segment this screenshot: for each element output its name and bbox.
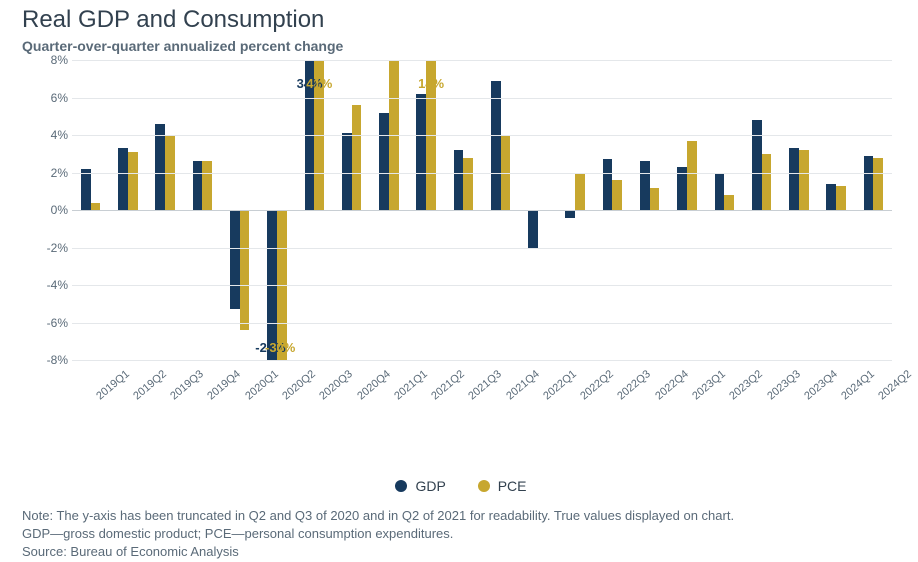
x-axis: 2019Q12019Q22019Q32019Q42020Q12020Q22020…	[72, 362, 892, 410]
gridline	[72, 285, 892, 286]
bar	[416, 94, 426, 210]
bar	[454, 150, 464, 210]
x-tick-label: 2021Q1	[392, 368, 430, 402]
overflow-annotation: 41%	[306, 76, 332, 91]
x-tick-label: 2020Q2	[280, 368, 318, 402]
note-line-3: Source: Bureau of Economic Analysis	[22, 543, 900, 561]
gridline	[72, 135, 892, 136]
zero-axis-line	[72, 210, 892, 211]
bar	[491, 81, 501, 210]
gridline	[72, 248, 892, 249]
bar	[528, 210, 538, 248]
bar	[352, 105, 362, 210]
x-tick-label: 2024Q2	[877, 368, 915, 402]
x-tick-label: 2020Q4	[355, 368, 393, 402]
chart-box: -8%-6%-4%-2%0%2%4%6%8% -28%-30%34%41%14%…	[32, 60, 892, 410]
bar	[789, 148, 799, 210]
bar	[873, 158, 883, 211]
x-tick-label: 2022Q4	[653, 368, 691, 402]
x-tick-label: 2023Q3	[765, 368, 803, 402]
x-tick-label: 2022Q2	[578, 368, 616, 402]
x-tick-label: 2023Q1	[690, 368, 728, 402]
bar	[118, 148, 128, 210]
x-tick-label: 2021Q4	[504, 368, 542, 402]
chart-subtitle: Quarter-over-quarter annualized percent …	[22, 38, 900, 54]
bar	[762, 154, 772, 210]
legend-item-pce: PCE	[478, 478, 527, 494]
bar	[612, 180, 622, 210]
y-tick-label: 0%	[51, 203, 68, 217]
gridline	[72, 60, 892, 61]
x-tick-label: 2024Q1	[839, 368, 877, 402]
legend: GDP PCE	[22, 478, 900, 495]
y-tick-label: 2%	[51, 166, 68, 180]
x-tick-label: 2019Q2	[131, 368, 169, 402]
chart-notes: Note: The y-axis has been truncated in Q…	[22, 507, 900, 562]
bar	[864, 156, 874, 210]
y-tick-label: 6%	[51, 91, 68, 105]
gridline	[72, 173, 892, 174]
x-tick-label: 2020Q1	[243, 368, 281, 402]
x-tick-label: 2019Q4	[206, 368, 244, 402]
legend-label-pce: PCE	[498, 478, 527, 494]
bar	[230, 210, 240, 309]
bar	[575, 173, 585, 211]
x-tick-label: 2020Q3	[317, 368, 355, 402]
overflow-annotation: -30%	[265, 340, 295, 355]
y-tick-label: -6%	[47, 316, 68, 330]
y-tick-label: 4%	[51, 128, 68, 142]
bar	[379, 113, 389, 211]
legend-item-gdp: GDP	[395, 478, 445, 494]
overflow-annotation: 14%	[418, 76, 444, 91]
bar	[128, 152, 138, 210]
bar	[202, 161, 212, 210]
x-tick-label: 2022Q1	[541, 368, 579, 402]
x-tick-label: 2021Q2	[429, 368, 467, 402]
y-tick-label: -8%	[47, 353, 68, 367]
bar	[193, 161, 203, 210]
bar	[240, 210, 250, 330]
note-line-2: GDP—gross domestic product; PCE—personal…	[22, 525, 900, 543]
x-tick-label: 2023Q4	[802, 368, 840, 402]
y-axis: -8%-6%-4%-2%0%2%4%6%8%	[32, 60, 72, 360]
gridline	[72, 360, 892, 361]
y-tick-label: -4%	[47, 278, 68, 292]
x-tick-label: 2019Q1	[94, 368, 132, 402]
bar	[81, 169, 91, 210]
legend-label-gdp: GDP	[415, 478, 445, 494]
plot-area: -28%-30%34%41%14%	[72, 60, 892, 360]
x-tick-label: 2023Q2	[727, 368, 765, 402]
bar	[687, 141, 697, 210]
bar	[715, 173, 725, 211]
bar	[836, 186, 846, 210]
chart-title: Real GDP and Consumption	[22, 6, 900, 34]
bar	[752, 120, 762, 210]
y-tick-label: -2%	[47, 241, 68, 255]
bar	[603, 159, 613, 210]
bar	[650, 188, 660, 211]
x-tick-label: 2019Q3	[168, 368, 206, 402]
legend-swatch-gdp	[395, 480, 407, 492]
gridline	[72, 323, 892, 324]
gridline	[72, 98, 892, 99]
legend-swatch-pce	[478, 480, 490, 492]
bar	[565, 210, 575, 218]
bar	[91, 203, 101, 211]
y-tick-label: 8%	[51, 53, 68, 67]
x-tick-label: 2021Q3	[467, 368, 505, 402]
note-line-1: Note: The y-axis has been truncated in Q…	[22, 507, 900, 525]
bar	[826, 184, 836, 210]
bar	[640, 161, 650, 210]
bar	[799, 150, 809, 210]
bar	[724, 195, 734, 210]
bar	[463, 158, 473, 211]
chart-container: Real GDP and Consumption Quarter-over-qu…	[0, 0, 918, 561]
x-tick-label: 2022Q3	[616, 368, 654, 402]
bar	[155, 124, 165, 210]
